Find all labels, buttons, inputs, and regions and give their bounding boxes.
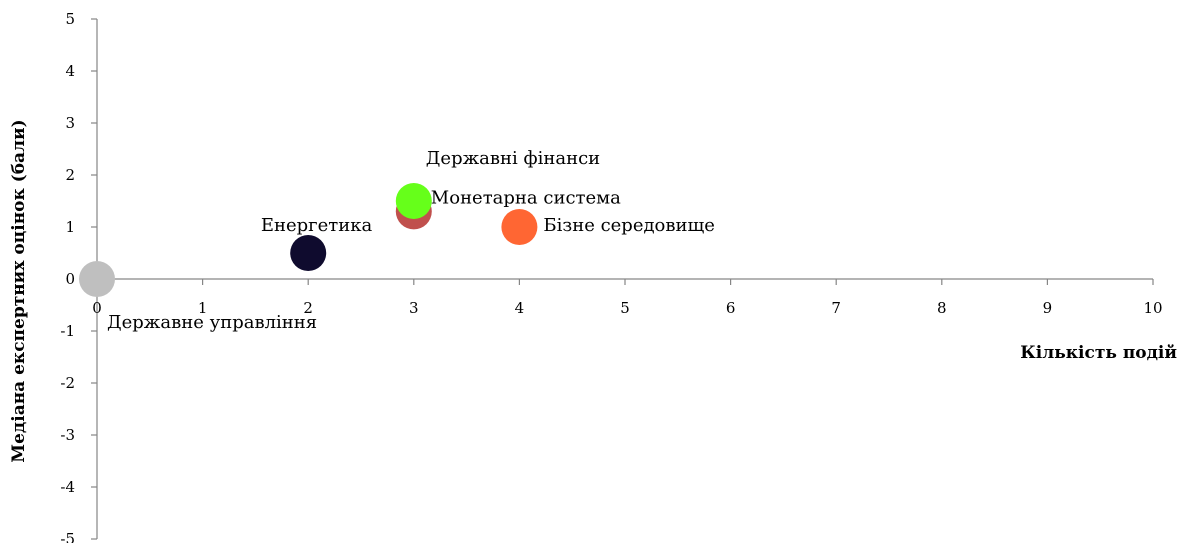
y-tick-label: 2 <box>65 166 75 184</box>
x-tick-label: 4 <box>515 299 525 317</box>
x-tick-label: 2 <box>303 299 313 317</box>
x-tick-label: 8 <box>937 299 947 317</box>
data-label: Енергетика <box>261 215 373 236</box>
x-tick-label: 6 <box>726 299 736 317</box>
y-tick-label: 0 <box>65 270 75 288</box>
point-labels: Державне управління Енергетика Монетарна с… <box>107 148 715 333</box>
data-point <box>395 183 432 219</box>
x-tick-label: 5 <box>620 299 630 317</box>
data-point <box>79 261 115 297</box>
x-tick-label: 0 <box>92 299 102 317</box>
y-tick-label: 1 <box>65 218 75 236</box>
x-tick-label: 10 <box>1143 299 1162 317</box>
y-tick-label: -3 <box>60 426 75 444</box>
data-point <box>290 235 327 271</box>
x-tick-label: 7 <box>831 299 841 317</box>
x-tick-label: 1 <box>198 299 208 317</box>
data-label: Бізне середовище <box>543 215 715 236</box>
y-tick-label: -4 <box>60 478 75 496</box>
y-tick-label: 5 <box>65 10 75 28</box>
data-point <box>501 209 538 245</box>
y-tick-label: 3 <box>65 114 75 132</box>
x-axis-title: Кількість подій <box>1020 343 1177 363</box>
y-tick-label: -5 <box>60 530 75 543</box>
y-tick-label: -1 <box>60 322 75 340</box>
data-label: Монетарна система <box>431 187 621 208</box>
axes <box>91 18 1154 540</box>
data-points <box>79 183 538 297</box>
data-label: Державні фінанси <box>426 148 600 169</box>
y-tick-label: 4 <box>65 62 75 80</box>
x-tick-label: 9 <box>1043 299 1053 317</box>
y-tick-label: -2 <box>60 374 75 392</box>
x-tick-label: 3 <box>409 299 419 317</box>
data-label: Державне управління <box>107 312 317 333</box>
y-axis-title: Медіана експертних оцінок (бали) <box>9 119 29 462</box>
